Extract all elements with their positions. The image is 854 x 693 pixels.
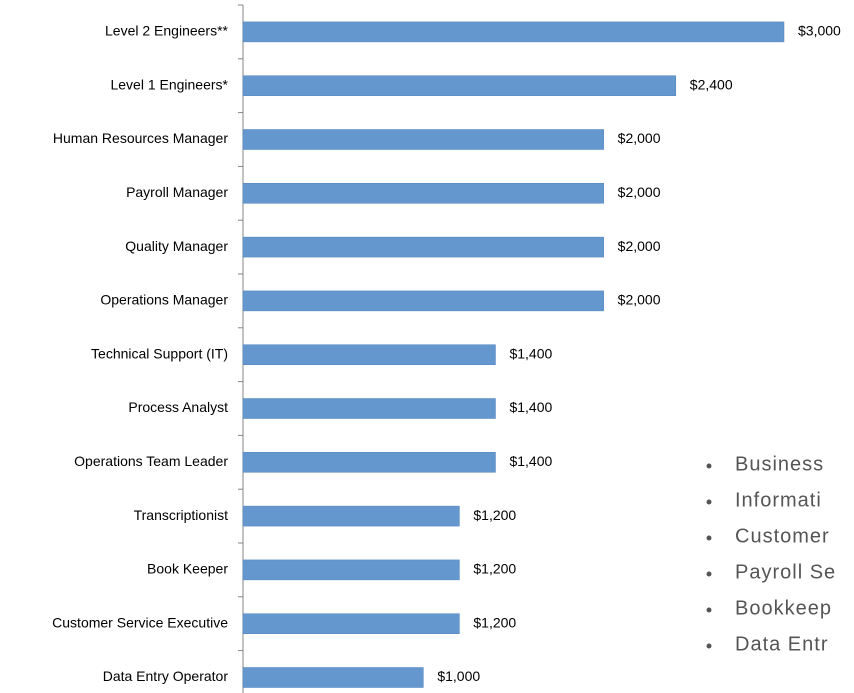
category-label: Human Resources Manager xyxy=(53,130,228,146)
category-label: Payroll Manager xyxy=(126,184,228,200)
category-label: Data Entry Operator xyxy=(103,668,229,684)
bullet-dot xyxy=(706,463,712,469)
value-label: $1,200 xyxy=(473,507,516,523)
bar xyxy=(242,398,496,419)
bullet-dot xyxy=(706,643,712,649)
category-label: Process Analyst xyxy=(128,399,228,415)
category-label: Operations Team Leader xyxy=(74,453,228,469)
bullet-dot xyxy=(706,607,712,613)
value-label: $1,400 xyxy=(509,345,552,361)
bar xyxy=(242,75,677,96)
bar xyxy=(242,613,460,634)
bar xyxy=(242,236,604,258)
value-label: $3,000 xyxy=(798,23,841,39)
bullet-text: Business xyxy=(735,453,824,475)
category-label: Quality Manager xyxy=(125,238,228,254)
bar xyxy=(242,129,604,150)
bar xyxy=(242,667,424,688)
bar xyxy=(242,505,460,527)
category-label: Book Keeper xyxy=(147,561,228,577)
bar xyxy=(242,290,604,312)
value-label: $1,000 xyxy=(437,668,480,684)
bar xyxy=(242,183,604,204)
value-label: $1,400 xyxy=(509,399,552,415)
category-label: Transcriptionist xyxy=(134,507,229,523)
category-label: Customer Service Executive xyxy=(52,614,228,630)
bullet-dot xyxy=(706,535,712,541)
value-label: $1,200 xyxy=(473,561,516,577)
bullet-text: Bookkeep xyxy=(735,597,832,619)
category-label: Level 1 Engineers* xyxy=(110,76,228,92)
value-label: $2,000 xyxy=(618,130,661,146)
bar xyxy=(242,21,785,43)
category-label: Operations Manager xyxy=(100,292,228,308)
value-label: $1,200 xyxy=(473,614,516,630)
value-label: $2,000 xyxy=(618,184,661,200)
bullet-text: Informati xyxy=(735,489,822,511)
value-label: $2,000 xyxy=(618,292,661,308)
bar xyxy=(242,344,496,365)
category-label: Level 2 Engineers** xyxy=(105,23,229,39)
bullet-text: Customer xyxy=(735,525,830,547)
value-label: $1,400 xyxy=(509,453,552,469)
value-label: $2,000 xyxy=(618,238,661,254)
bullet-dot xyxy=(706,499,712,505)
bullet-dot xyxy=(706,571,712,577)
bullet-text: Payroll Se xyxy=(735,561,836,583)
bullet-text: Data Entr xyxy=(735,633,828,655)
value-label: $2,400 xyxy=(690,76,733,92)
category-label: Technical Support (IT) xyxy=(91,345,228,361)
bar xyxy=(242,559,460,581)
bar xyxy=(242,452,496,473)
